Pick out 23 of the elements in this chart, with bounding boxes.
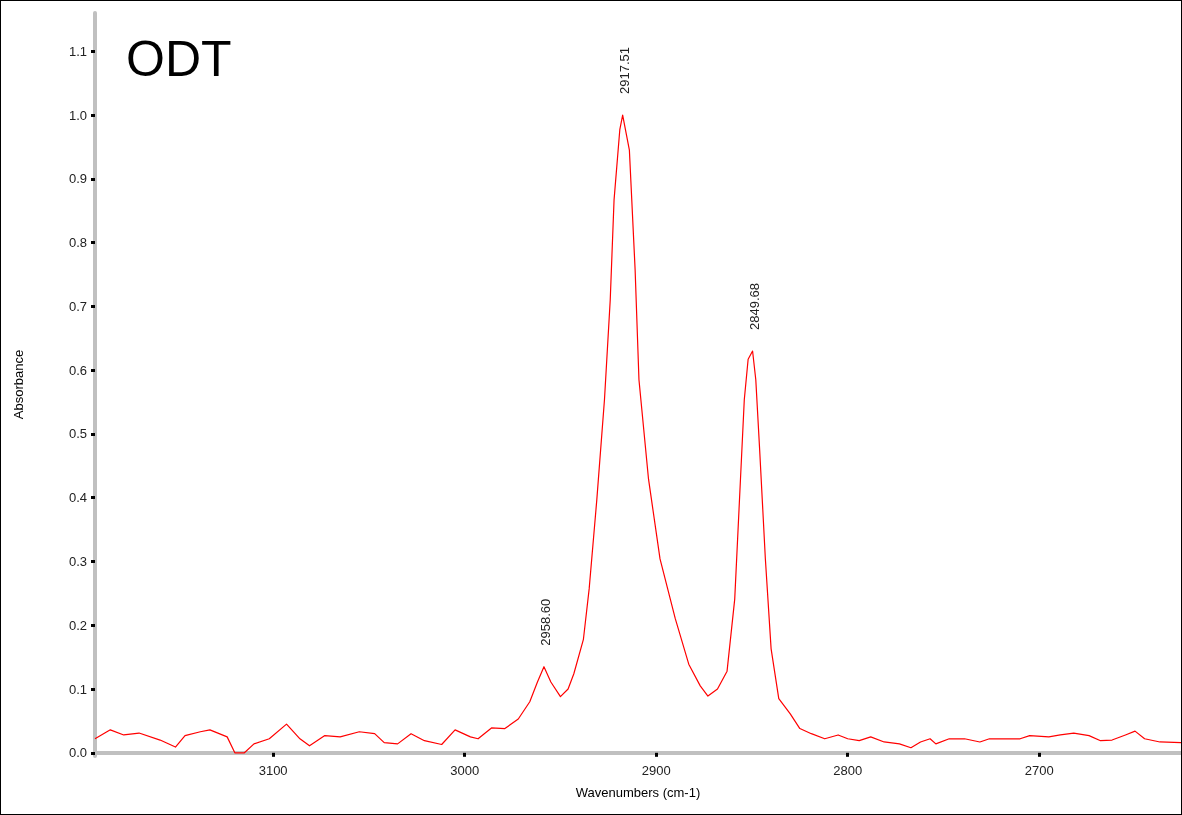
y-axis-title: Absorbance (11, 349, 26, 420)
y-tick-label: 0.3 (68, 553, 87, 569)
y-tick-label: 1.1 (68, 43, 87, 59)
y-tick-label: 0.6 (68, 362, 87, 378)
y-tick-label: 0.1 (68, 681, 87, 697)
y-tick-label: 0.8 (68, 235, 87, 251)
y-tick-label: 0.9 (68, 171, 87, 187)
x-tick-label: 2700 (1024, 763, 1054, 778)
y-tick-label: 0.4 (68, 490, 87, 506)
annotation: 2958.60 (538, 598, 554, 646)
y-tick-label: 0.0 (68, 745, 87, 761)
x-tick-label: 2800 (833, 763, 863, 778)
x-tick-label: 2900 (641, 763, 671, 778)
x-tick-label: 3000 (450, 763, 480, 778)
annotation: 2917.51 (617, 47, 633, 95)
annotation: 2849.68 (747, 283, 763, 331)
y-tick-label: 0.2 (68, 617, 87, 633)
y-tick-label: 0.7 (68, 298, 87, 314)
y-tick-label: 1.0 (68, 107, 87, 123)
chart-title: ODT (126, 31, 232, 87)
x-axis-title: Wavenumbers (cm-1) (575, 785, 701, 800)
x-tick-label: 3100 (258, 763, 288, 778)
y-tick-label: 0.5 (68, 426, 87, 442)
